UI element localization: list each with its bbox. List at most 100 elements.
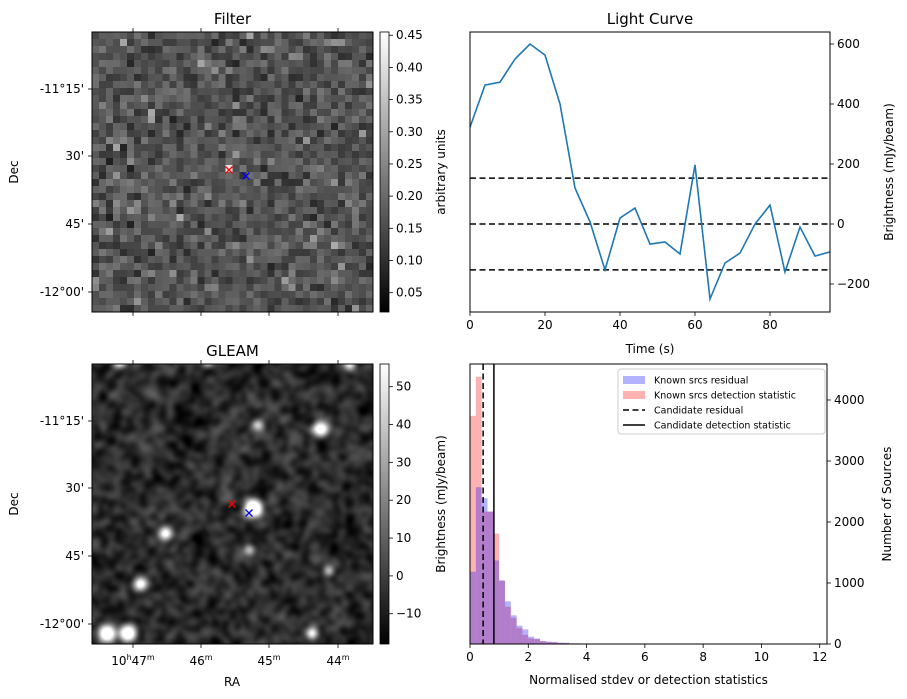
histogram-bar [470,415,476,644]
histogram-bar [516,628,523,644]
histogram-xtick-label: 2 [524,650,532,664]
gleam-title: GLEAM [206,342,259,360]
histogram-ytick-label: 0 [834,637,842,651]
candidate-marker-icon [228,500,236,508]
histogram-bar [516,625,523,644]
filter-colorbar-tick-label: 0.35 [396,93,423,107]
gleam-xtick-label: 44m [326,653,349,668]
filter-ytick-label: 30' [65,149,84,163]
filter-title: Filter [214,10,252,28]
histogram-xtick-label: 6 [641,650,649,664]
histogram-bar [493,560,500,644]
lightcurve-title: Light Curve [607,10,693,28]
histogram-bar [510,617,517,644]
gleam-ytick-label: 30' [65,481,84,495]
histogram-xlabel: Normalised stdev or detection statistics [529,673,768,687]
filter-colorbar-tick-label: 0.05 [396,286,423,300]
gleam-ytick-label: -11°15' [40,414,84,428]
histogram-bar [522,629,529,644]
histogram-bar [499,580,505,644]
gleam-xtick-label: 10h47m [111,653,155,668]
histogram-bar [522,634,529,644]
gleam-colorbar-tick-label: 20 [396,493,411,507]
lightcurve-ytick-label: 400 [837,97,860,111]
histogram-ytick-label: 1000 [834,576,865,590]
lightcurve-ytick-label: 600 [837,37,860,51]
histogram-ytick-label: 3000 [834,454,865,468]
filter-ylabel: Dec [7,160,21,183]
histogram-bar [534,639,540,644]
histogram-bar [557,642,564,644]
histogram-bar [563,642,570,644]
filter-image [92,32,373,312]
filter-ytick-label: -11°15' [40,82,84,96]
histogram-bar [487,511,494,644]
gleam-xlabel: RA [224,675,241,689]
histogram-ytick-label: 2000 [834,515,865,529]
histogram-bar [475,487,482,644]
lightcurve-line [469,42,831,303]
gleam-colorbar-tick-label: 0 [396,569,404,583]
gleam-axes [91,363,374,645]
legend-swatch [623,376,645,384]
legend-label: Known srcs residual [654,376,748,387]
histogram-bar [534,638,540,644]
histogram-bar [493,533,500,644]
histogram-bar [487,511,494,644]
legend-label: Candidate detection statistic [654,421,791,432]
histogram-xtick-label: 8 [699,650,707,664]
legend [617,368,826,435]
histogram-bar [528,638,535,644]
histogram-bar [545,641,552,644]
histogram-bar [481,498,488,644]
filter-colorbar [379,31,390,313]
lightcurve-xtick-label: 20 [537,318,552,332]
histogram-bar [499,580,505,644]
lightcurve-ylabel: Brightness (mJy/beam) [882,103,896,241]
histogram-bar [481,511,488,644]
filter-ytick-label: 45' [65,217,84,231]
legend-swatch [623,391,645,399]
lightcurve-xtick-label: 60 [687,318,702,332]
histogram-ylabel: Number of Sources [880,447,894,562]
histogram-bar [528,636,535,644]
source-marker-icon [245,509,253,517]
gleam-colorbar-tick-label: 50 [396,380,411,394]
histogram-bar [504,606,511,644]
legend-label: Candidate residual [654,406,743,417]
histogram-bar [504,601,511,644]
lightcurve-ytick-label: −200 [837,277,870,291]
filter-colorbar-tick-label: 0.10 [396,254,423,268]
gleam-colorbar-tick-label: 40 [396,418,411,432]
filter-colorbar-tick-label: 0.20 [396,189,423,203]
histogram-axes [469,363,828,645]
histogram-bar [510,615,517,644]
histogram-bar [545,642,552,644]
filter-colorbar-tick-label: 0.30 [396,125,423,139]
candidate-marker-icon [225,166,233,174]
filter-colorbar-label: arbitrary units [434,129,448,215]
gleam-ytick-label: 45' [65,549,84,563]
lightcurve-xtick-label: 40 [612,318,627,332]
lightcurve-xtick-label: 0 [466,318,474,332]
histogram-xtick-label: 10 [754,650,769,664]
histogram-bar [539,641,546,644]
gleam-xtick-label: 45m [257,653,280,668]
lightcurve-ytick-label: 0 [837,217,845,231]
histogram-ytick-label: 4000 [834,393,865,407]
filter-ytick-label: -12°00' [40,285,84,299]
histogram-bar [539,640,546,644]
lightcurve-axes [469,31,831,313]
gleam-ytick-label: -12°00' [40,617,84,631]
histogram-bar [551,642,558,644]
histogram-bar [557,642,564,644]
histogram-xtick-label: 0 [466,650,474,664]
gleam-colorbar-tick-label: 30 [396,455,411,469]
gleam-ylabel: Dec [7,492,21,515]
gleam-colorbar [379,363,390,645]
lightcurve-xtick-label: 80 [762,318,777,332]
histogram-xtick-label: 12 [812,650,827,664]
gleam-xtick-label: 46m [189,653,212,668]
